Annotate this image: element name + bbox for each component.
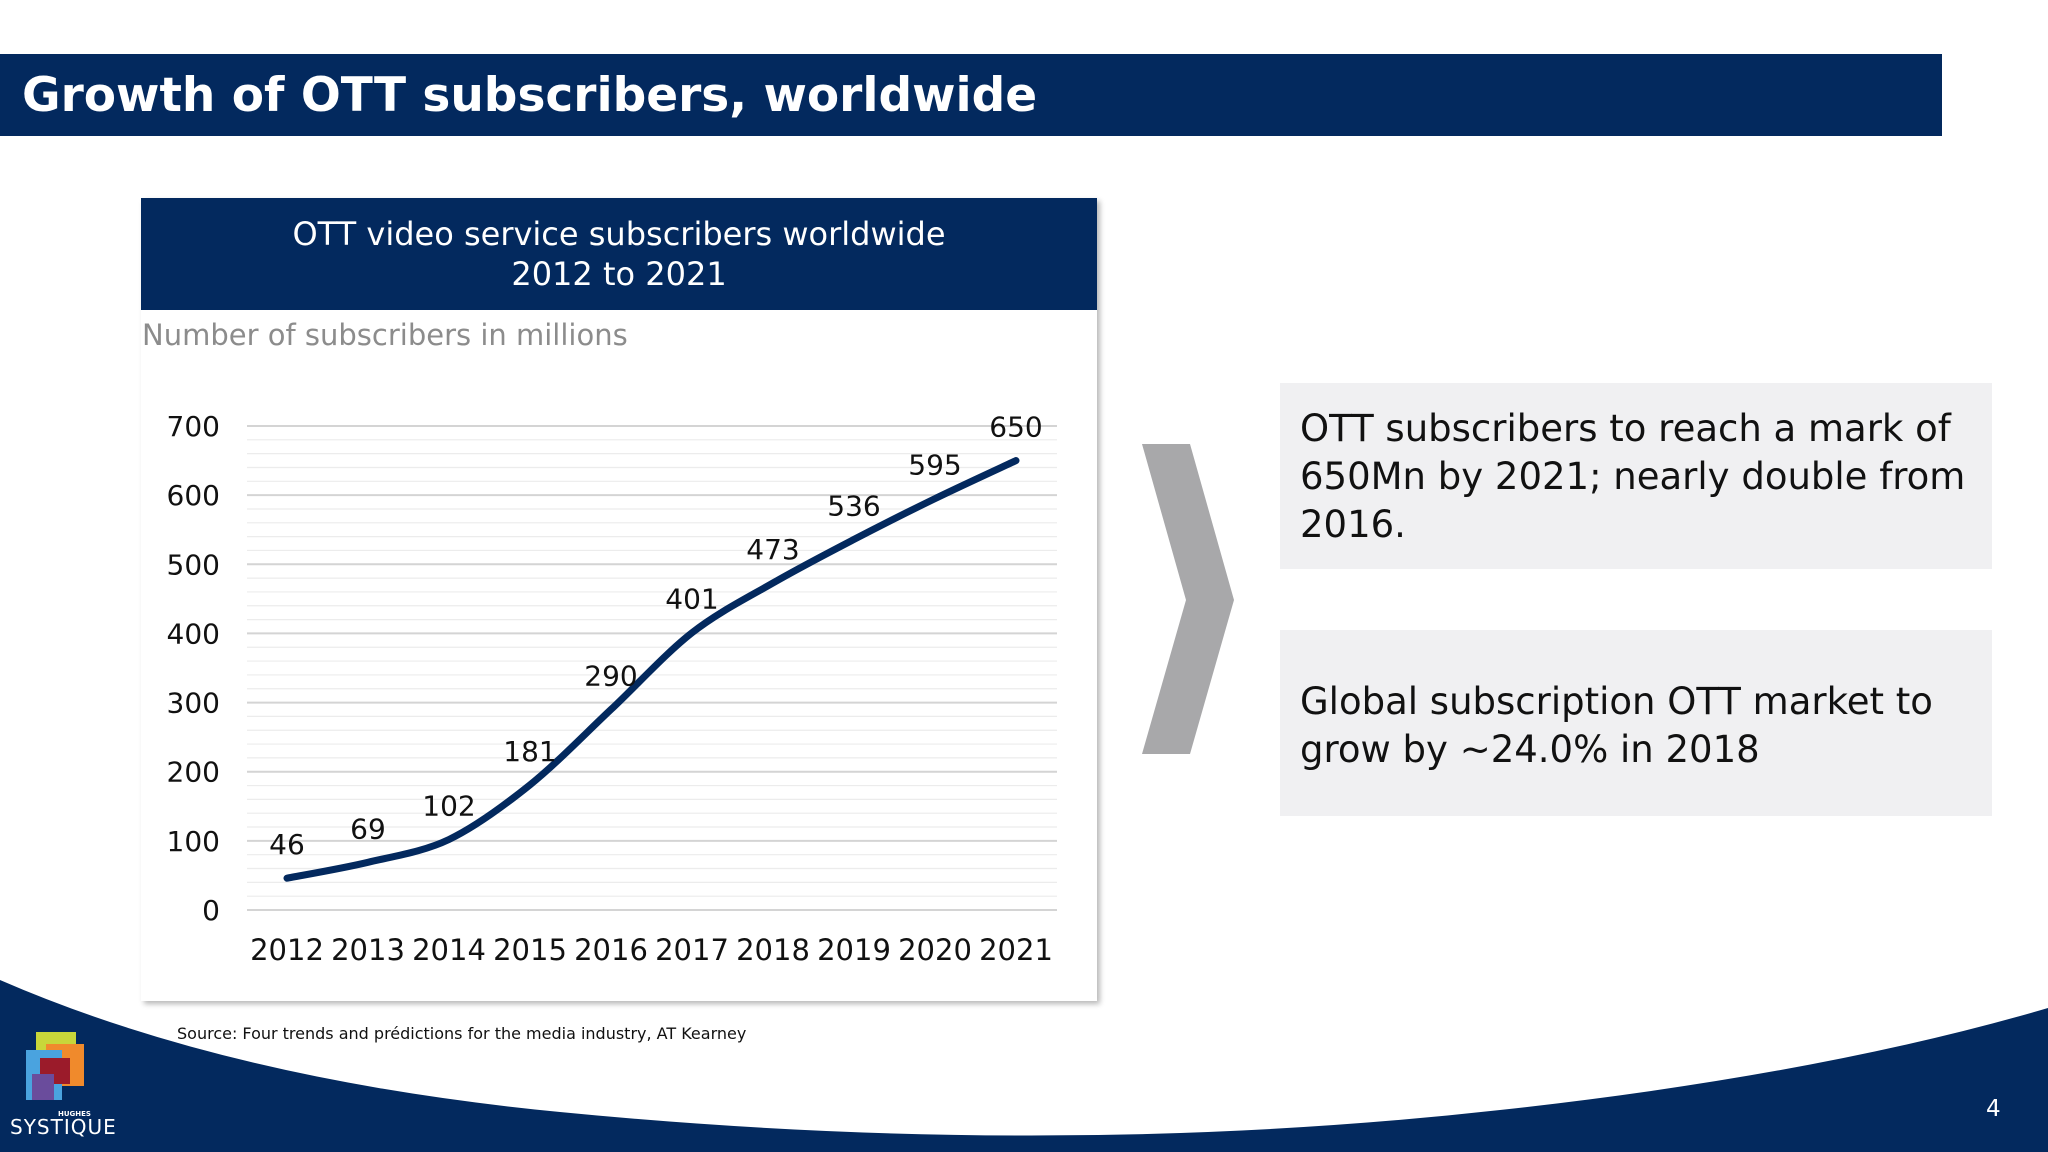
chart-title-line-1: OTT video service subscribers worldwide bbox=[292, 215, 946, 253]
x-tick-label: 2018 bbox=[736, 933, 810, 967]
grid-layer bbox=[247, 425, 1057, 911]
x-tick-label: 2017 bbox=[655, 933, 729, 967]
chevron-right-icon bbox=[1142, 444, 1234, 754]
series-line bbox=[283, 457, 1020, 882]
source-citation: Source: Four trends and prédictions for … bbox=[177, 1024, 747, 1043]
y-axis-label: Number of subscribers in millions bbox=[142, 318, 628, 352]
x-tick-label: 2014 bbox=[412, 933, 486, 967]
y-tick-label: 400 bbox=[167, 617, 220, 650]
note-box-subscribers: OTT subscribers to reach a mark of 650Mn… bbox=[1280, 383, 1992, 569]
data-label: 290 bbox=[584, 659, 637, 692]
x-tick-label: 2012 bbox=[250, 933, 324, 967]
note-box-market-growth: Global subscription OTT market to grow b… bbox=[1280, 630, 1992, 816]
y-tick-label: 200 bbox=[167, 756, 220, 789]
company-logo bbox=[26, 1032, 84, 1100]
data-label: 69 bbox=[350, 812, 386, 845]
y-tick-label: 700 bbox=[167, 410, 220, 443]
y-tick-label: 0 bbox=[202, 894, 220, 927]
logo-text: SYSTIQUE bbox=[10, 1115, 117, 1139]
data-label: 473 bbox=[746, 533, 799, 566]
chart-card: OTT video service subscribers worldwide … bbox=[141, 198, 1097, 1001]
y-tick-label: 300 bbox=[167, 687, 220, 720]
x-tick-label: 2015 bbox=[493, 933, 567, 967]
logo-small-text: HUGHES bbox=[58, 1110, 91, 1118]
slide-title: Growth of OTT subscribers, worldwide bbox=[0, 54, 1942, 136]
y-tick-label: 500 bbox=[167, 548, 220, 581]
y-tick-label: 600 bbox=[167, 479, 220, 512]
note-text: Global subscription OTT market to grow b… bbox=[1300, 680, 1933, 771]
y-tick-labels: 0 100 200 300 400 500 600 700 bbox=[167, 410, 220, 927]
data-labels: 46 69 102 181 290 401 473 536 595 650 bbox=[269, 411, 1043, 862]
note-text: OTT subscribers to reach a mark of 650Mn… bbox=[1300, 407, 1966, 546]
x-tick-labels: 2012 2013 2014 2015 2016 2017 2018 2019 2020 2021 bbox=[250, 933, 1053, 967]
chart-header: OTT video service subscribers worldwide … bbox=[141, 198, 1097, 310]
data-label: 650 bbox=[989, 411, 1042, 444]
y-tick-label: 100 bbox=[167, 825, 220, 858]
x-tick-label: 2013 bbox=[331, 933, 405, 967]
x-tick-label: 2019 bbox=[817, 933, 891, 967]
x-tick-label: 2020 bbox=[898, 933, 972, 967]
page-number: 4 bbox=[1986, 1096, 2001, 1122]
data-label: 536 bbox=[827, 489, 880, 522]
data-label: 46 bbox=[269, 828, 305, 861]
x-tick-label: 2016 bbox=[574, 933, 648, 967]
data-label: 595 bbox=[908, 449, 961, 482]
data-label: 401 bbox=[665, 583, 718, 616]
x-tick-label: 2021 bbox=[979, 933, 1053, 967]
chart-title-line-2: 2012 to 2021 bbox=[511, 255, 727, 293]
data-label: 181 bbox=[503, 735, 556, 768]
data-label: 102 bbox=[422, 789, 475, 822]
